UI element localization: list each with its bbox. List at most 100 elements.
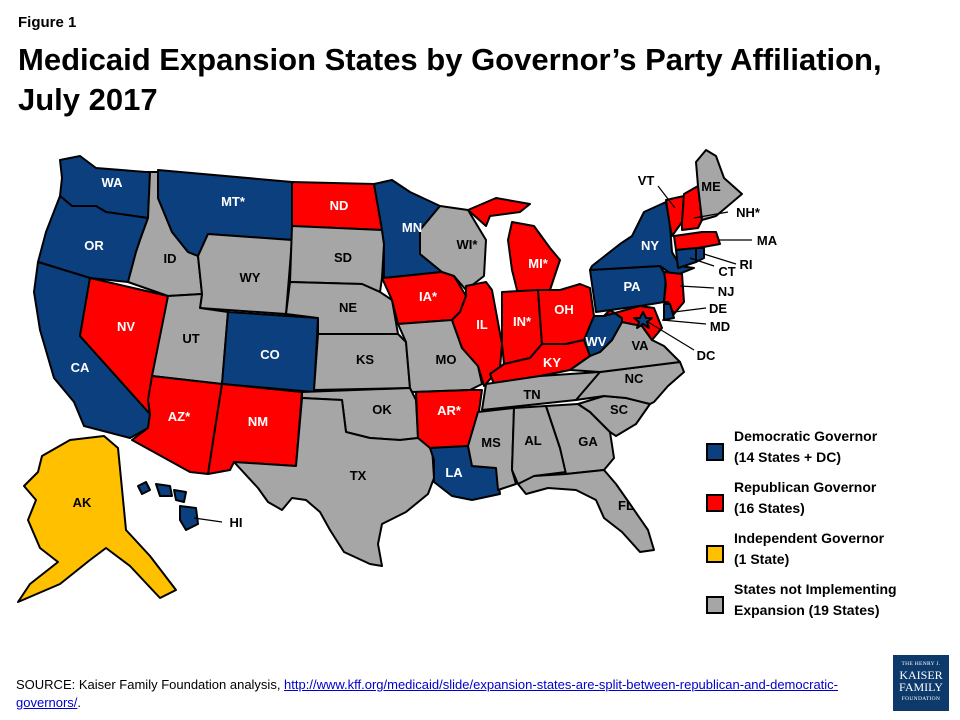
state-hi[interactable] xyxy=(137,481,151,495)
label-ga: GA xyxy=(578,434,598,449)
state-fl[interactable] xyxy=(517,469,655,553)
label-nc: NC xyxy=(625,371,644,386)
label-co: CO xyxy=(260,347,280,362)
label-in: IN* xyxy=(513,314,532,329)
label-wa: WA xyxy=(102,175,124,190)
legend-sublabel: (16 States) xyxy=(734,500,805,516)
label-sc: SC xyxy=(610,402,629,417)
label-nv: NV xyxy=(117,319,135,334)
state-wi[interactable] xyxy=(419,205,487,291)
label-nj: NJ xyxy=(718,284,735,299)
label-nd: ND xyxy=(330,198,349,213)
callout-line-vt xyxy=(657,185,676,209)
callout-line-dc xyxy=(647,321,695,351)
state-hi-oahu[interactable] xyxy=(173,489,187,503)
label-ms: MS xyxy=(481,435,501,450)
legend-label: Democratic Governor xyxy=(734,428,878,444)
label-ct: CT xyxy=(718,264,735,279)
logo-line-1: THE HENRY J. xyxy=(901,661,941,667)
callout-line-hi xyxy=(193,517,223,523)
label-sd: SD xyxy=(334,250,352,265)
legend-label: Republican Governor xyxy=(734,479,877,495)
label-ut: UT xyxy=(182,331,199,346)
state-ri[interactable] xyxy=(695,247,705,263)
label-va: VA xyxy=(631,338,649,353)
legend-item-independent: Independent Governor (1 State) xyxy=(706,528,946,570)
callout-line-ri xyxy=(703,253,737,265)
legend: Democratic Governor (14 States + DC) Rep… xyxy=(706,426,946,630)
legend-sublabel: Expansion (19 States) xyxy=(734,602,880,618)
label-nm: NM xyxy=(248,414,268,429)
state-hi-maui[interactable] xyxy=(155,483,173,497)
label-ok: OK xyxy=(372,402,392,417)
label-ak: AK xyxy=(73,495,92,510)
source-note: SOURCE: Kaiser Family Foundation analysi… xyxy=(16,676,866,712)
legend-swatch-independent xyxy=(706,545,724,563)
label-mn: MN xyxy=(402,220,422,235)
label-ar: AR* xyxy=(437,403,462,418)
source-prefix: SOURCE: Kaiser Family Foundation analysi… xyxy=(16,677,285,692)
state-nm[interactable] xyxy=(207,383,303,475)
state-md[interactable] xyxy=(603,305,663,341)
label-nh: NH* xyxy=(736,205,761,220)
label-mt: MT* xyxy=(221,194,246,209)
kff-logo: THE HENRY J. KAISER FAMILY FOUNDATION xyxy=(893,655,949,711)
label-de: DE xyxy=(709,301,727,316)
state-ct[interactable] xyxy=(675,247,697,269)
label-ny: NY xyxy=(641,238,659,253)
callout-line-md xyxy=(661,319,707,325)
label-ma: MA xyxy=(757,233,778,248)
callout-line-nj xyxy=(679,285,715,289)
state-mi[interactable] xyxy=(467,197,531,227)
callout-line-de xyxy=(673,307,707,313)
legend-label: States not Implementing xyxy=(734,581,897,597)
label-il: IL xyxy=(476,317,488,332)
source-link[interactable]: http://www.kff.org/medicaid/slide/expans… xyxy=(16,677,839,710)
label-ne: NE xyxy=(339,300,357,315)
state-dc[interactable] xyxy=(633,311,653,329)
figure-label: Figure 1 xyxy=(18,14,77,31)
state-de[interactable] xyxy=(663,303,675,321)
logo-line-2: KAISER xyxy=(899,668,943,682)
label-vt: VT xyxy=(638,173,655,188)
state-hi-big[interactable] xyxy=(179,505,199,531)
label-or: OR xyxy=(84,238,104,253)
legend-swatch-republican xyxy=(706,494,724,512)
figure-title: Medicaid Expansion States by Governor’s … xyxy=(18,42,882,117)
callout-line-nh xyxy=(693,211,729,219)
label-ia: IA* xyxy=(419,289,438,304)
label-tn: TN xyxy=(523,387,540,402)
label-ks: KS xyxy=(356,352,374,367)
label-mo: MO xyxy=(436,352,457,367)
label-id: ID xyxy=(164,251,177,266)
legend-item-democratic: Democratic Governor (14 States + DC) xyxy=(706,426,946,468)
state-il[interactable] xyxy=(451,281,503,387)
state-ak[interactable] xyxy=(17,435,177,603)
state-vt[interactable] xyxy=(665,195,685,237)
label-hi: HI xyxy=(230,515,243,530)
legend-item-republican: Republican Governor (16 States) xyxy=(706,477,946,519)
label-fl: FL xyxy=(618,498,634,513)
label-mi: MI* xyxy=(528,256,548,271)
label-ri: RI xyxy=(740,257,753,272)
legend-swatch-democratic xyxy=(706,443,724,461)
legend-swatch-not-implementing xyxy=(706,596,724,614)
logo-line-4: FOUNDATION xyxy=(901,696,941,702)
state-me[interactable] xyxy=(695,149,743,221)
label-pa: PA xyxy=(623,279,641,294)
label-dc: DC xyxy=(697,348,716,363)
callout-line-ct xyxy=(689,257,715,267)
label-ca: CA xyxy=(71,360,90,375)
label-oh: OH xyxy=(554,302,574,317)
label-la: LA xyxy=(445,465,463,480)
legend-item-not-implementing: States not Implementing Expansion (19 St… xyxy=(706,579,946,621)
label-tx: TX xyxy=(350,468,367,483)
label-wv: WV xyxy=(586,334,607,349)
state-ny[interactable] xyxy=(589,201,695,277)
label-wi: WI* xyxy=(457,237,479,252)
label-wy: WY xyxy=(240,270,261,285)
legend-sublabel: (1 State) xyxy=(734,551,790,567)
label-md: MD xyxy=(710,319,730,334)
label-az: AZ* xyxy=(168,409,191,424)
